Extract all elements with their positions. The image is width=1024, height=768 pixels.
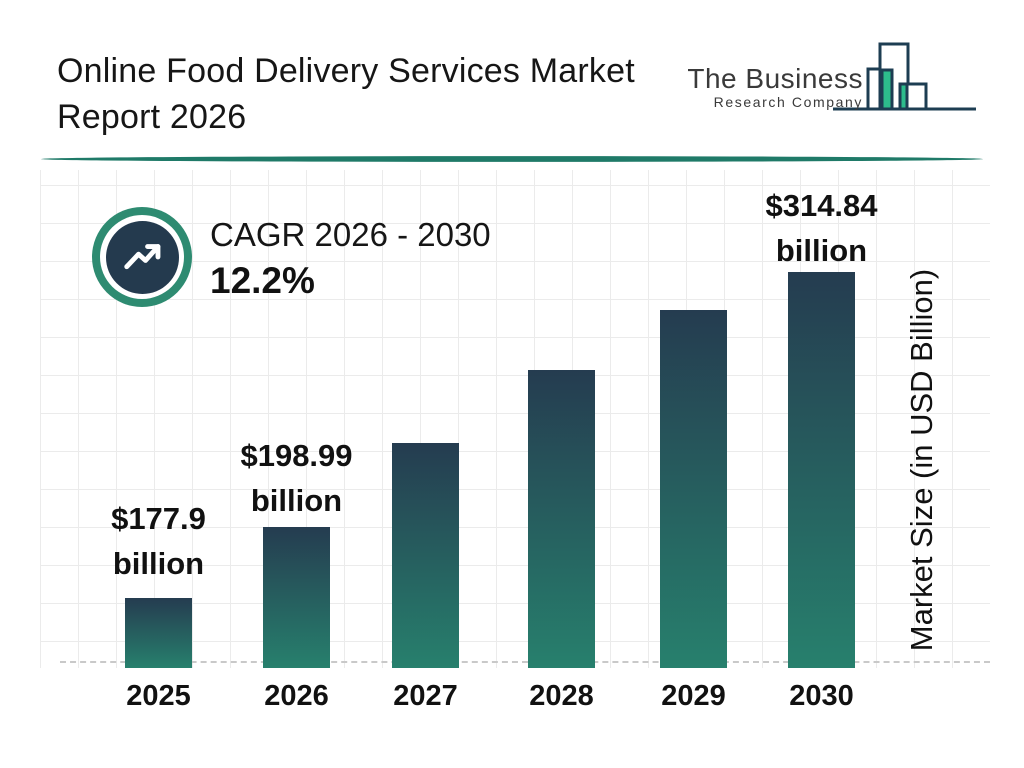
x-axis-label-2026: 2026 (264, 680, 329, 712)
title-line-2: Report 2026 (57, 98, 247, 136)
value-label-2030: $314.84 billion (765, 188, 878, 268)
cagr-text: CAGR 2026 - 2030 12.2% (210, 216, 491, 304)
value-label-2026: $198.99 billion (240, 438, 353, 518)
cagr-value: 12.2% (210, 260, 315, 301)
logo-text: The Business Research Company (687, 63, 863, 111)
x-axis-label-2029: 2029 (661, 680, 726, 712)
x-axis-label-2030: 2030 (789, 680, 854, 712)
title-line-1: Online Food Delivery Services Market (57, 52, 635, 90)
x-axis-label-2028: 2028 (529, 680, 594, 712)
bar-2029 (660, 310, 727, 668)
bar-2025 (125, 598, 192, 668)
page-title: Online Food Delivery Services Market Rep… (57, 48, 635, 140)
logo: The Business Research Company (687, 38, 976, 116)
x-axis-label-2025: 2025 (126, 680, 191, 712)
bar-chart-logo-icon (833, 42, 976, 111)
cagr-label: CAGR 2026 - 2030 (210, 216, 491, 253)
header-divider (41, 156, 983, 162)
value-label-2025: $177.9 billion (111, 501, 206, 581)
logo-subname: Research Company (713, 94, 863, 110)
trending-up-icon (124, 244, 161, 270)
x-axis-baseline (60, 661, 990, 663)
logo-name: The Business (687, 63, 863, 94)
cagr-badge (92, 207, 192, 307)
bar-2026 (263, 527, 330, 668)
bar-2028 (528, 370, 595, 668)
x-axis-label-2027: 2027 (393, 680, 458, 712)
bar-2030 (788, 272, 855, 668)
y-axis-label: Market Size (in USD Billion) (904, 268, 939, 652)
bar-2027 (392, 443, 459, 668)
